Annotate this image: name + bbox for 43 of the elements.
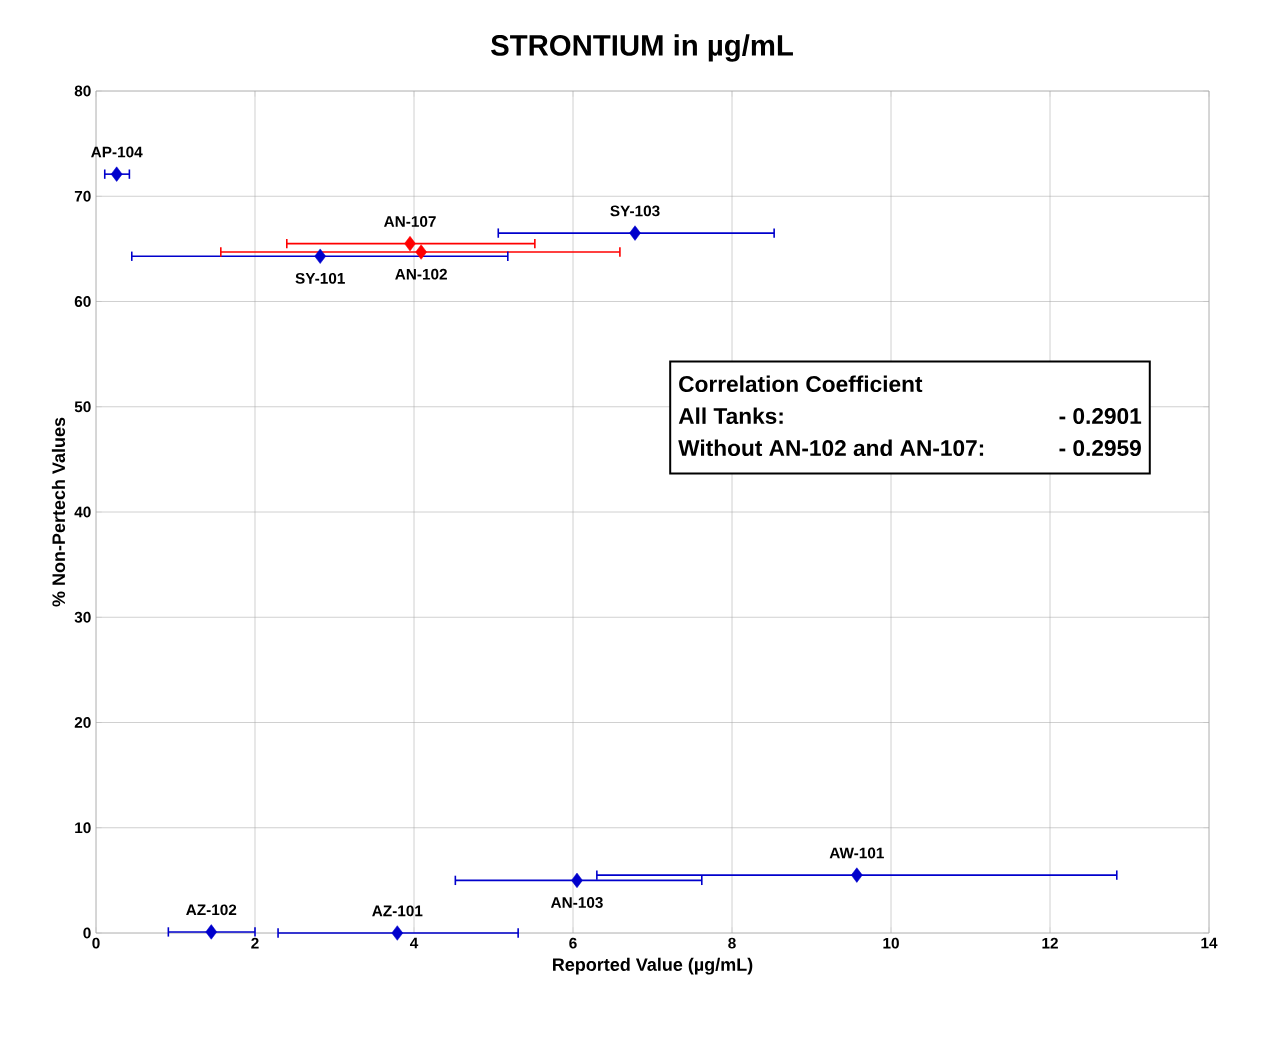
annotation: AZ-102	[186, 904, 237, 916]
point	[404, 236, 416, 252]
annotation: AN-107	[383, 216, 436, 227]
point	[629, 225, 641, 241]
annotation: - 0.2959	[1059, 440, 1141, 457]
x-tick-label: 0	[92, 937, 100, 949]
x-axis-title: Reported Value (µg/mL)	[553, 957, 753, 975]
y-tick-label: 60	[74, 296, 91, 307]
annotation: - 0.2901	[1059, 408, 1142, 425]
point	[571, 872, 583, 888]
y-tick-label: 50	[74, 401, 91, 413]
y-tick-label: 10	[75, 822, 91, 834]
y-tick-label: 70	[74, 190, 91, 202]
x-tick-label: 12	[1042, 937, 1058, 949]
annotation: AZ-101	[372, 905, 423, 917]
annotation: Correlation Coefficient	[679, 375, 923, 393]
y-tick-label: 20	[74, 717, 91, 728]
point	[314, 248, 326, 264]
annotation: All Tanks:	[678, 407, 783, 425]
point	[391, 925, 404, 941]
point	[205, 924, 218, 940]
annotation: AW-101	[829, 847, 884, 859]
annotation: SY-103	[610, 205, 660, 217]
x-tick-label: 8	[728, 937, 736, 949]
y-tick-label: 0	[83, 927, 91, 939]
annotation: AN-103	[550, 897, 603, 908]
annotation: AP-104	[91, 146, 143, 158]
point	[110, 166, 123, 182]
x-tick-label: 6	[569, 937, 577, 949]
x-tick-label: 14	[1201, 937, 1218, 949]
y-axis-title: % Non-Pertech Values	[51, 417, 66, 607]
annotation: Without AN-102 and AN-107:	[678, 439, 984, 457]
annotation: SY-101	[295, 272, 345, 284]
x-tick-label: 4	[409, 937, 419, 949]
point	[851, 867, 863, 883]
point	[415, 244, 427, 260]
y-tick-label: 30	[74, 611, 91, 623]
chart-title: STRONTIUM in µg/mL	[491, 34, 793, 62]
y-tick-label: 80	[74, 85, 91, 97]
x-tick-label: 2	[251, 937, 259, 949]
y-tick-label: 40	[74, 506, 91, 518]
annotation: AN-102	[395, 268, 447, 280]
x-tick-label: 10	[883, 937, 899, 949]
